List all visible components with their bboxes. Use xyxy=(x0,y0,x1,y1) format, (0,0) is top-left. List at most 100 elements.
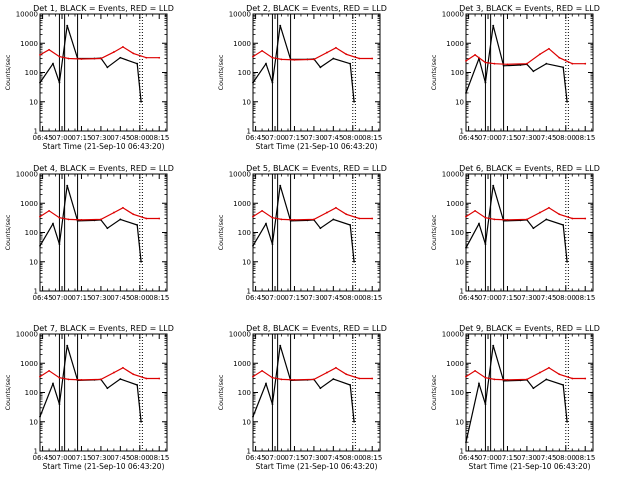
series-line-events xyxy=(39,25,142,102)
x-tick-label: 08:00 xyxy=(343,134,363,142)
data-point-events xyxy=(484,403,487,406)
y-tick-label: 10 xyxy=(242,98,251,106)
data-point-lld xyxy=(67,57,70,60)
x-tick-label: 07:45 xyxy=(110,294,130,302)
data-point-lld xyxy=(538,53,541,56)
x-tick-label: 06:45 xyxy=(32,454,52,462)
data-point-lld xyxy=(493,378,496,381)
y-axis-label: Counts/sec xyxy=(217,374,225,410)
y-tick-label: 100 xyxy=(25,69,38,77)
data-point-events xyxy=(353,420,355,423)
data-point-lld xyxy=(100,378,102,381)
data-point-events xyxy=(119,218,122,221)
data-point-lld xyxy=(39,215,41,218)
data-point-events xyxy=(106,66,109,69)
data-point-lld xyxy=(506,63,509,66)
series-line-lld xyxy=(465,367,586,381)
data-point-lld xyxy=(313,218,315,221)
data-point-lld xyxy=(100,57,102,60)
y-tick-label: 1000 xyxy=(20,40,38,48)
x-axis-label: Start Time (21-Sep-10 06:43:20) xyxy=(43,142,165,151)
y-tick-label: 1000 xyxy=(20,360,38,368)
data-point-events xyxy=(353,100,355,103)
y-axis-label: Counts/sec xyxy=(217,214,225,250)
data-point-events xyxy=(502,219,505,222)
chart-panel-5: Det 5, BLACK = Events, RED = LLD Counts/s… xyxy=(217,164,387,302)
x-tick-label: 07:00 xyxy=(265,454,285,462)
data-point-lld xyxy=(261,369,263,372)
x-tick-label: 07:15 xyxy=(497,294,517,302)
data-point-events xyxy=(492,24,495,27)
y-tick-label: 100 xyxy=(451,69,464,77)
data-point-lld xyxy=(465,59,467,62)
chart-title: Det 2, BLACK = Events, RED = LLD xyxy=(246,4,387,13)
data-point-lld xyxy=(80,378,83,381)
y-tick-label: 10000 xyxy=(16,11,38,19)
data-point-events xyxy=(119,56,122,59)
data-point-lld xyxy=(48,48,50,51)
data-point-events xyxy=(271,403,274,406)
chart-title: Det 8, BLACK = Events, RED = LLD xyxy=(246,324,387,333)
x-tick-label: 08:00 xyxy=(343,454,363,462)
series-line-lld xyxy=(39,207,160,221)
y-tick-label: 1 xyxy=(34,128,38,136)
x-axis-label: Start Time (21-Sep-10 06:43:20) xyxy=(43,462,165,471)
data-point-events xyxy=(502,379,505,382)
data-point-lld xyxy=(112,371,115,374)
x-tick-label: 08:00 xyxy=(343,294,363,302)
y-tick-label: 10000 xyxy=(442,171,464,179)
y-tick-label: 10 xyxy=(242,258,251,266)
data-point-lld xyxy=(100,218,102,221)
series-line-lld xyxy=(252,367,373,381)
data-point-lld xyxy=(122,366,124,369)
chart-panel-7: Det 7, BLACK = Events, RED = LLD Counts/s… xyxy=(4,324,174,471)
series-line-lld xyxy=(465,207,586,221)
x-tick-label: 08:15 xyxy=(362,134,382,142)
series-line-lld xyxy=(252,207,373,221)
data-point-lld xyxy=(261,209,263,212)
data-point-lld xyxy=(325,211,328,214)
y-tick-label: 1000 xyxy=(233,40,251,48)
data-point-events xyxy=(271,81,274,84)
data-point-lld xyxy=(122,206,124,209)
x-tick-label: 07:15 xyxy=(497,454,517,462)
data-point-events xyxy=(532,227,535,230)
y-tick-label: 1000 xyxy=(446,360,464,368)
data-point-lld xyxy=(358,217,361,220)
data-point-events xyxy=(349,384,352,386)
data-point-lld xyxy=(558,56,561,59)
y-tick-label: 1 xyxy=(247,288,251,296)
data-point-events xyxy=(492,344,495,347)
x-tick-label: 08:15 xyxy=(575,454,595,462)
data-point-lld xyxy=(345,53,348,56)
y-tick-label: 10000 xyxy=(16,171,38,179)
data-point-lld xyxy=(271,376,274,379)
data-point-events xyxy=(140,100,142,103)
x-tick-label: 07:00 xyxy=(478,134,498,142)
y-tick-label: 1000 xyxy=(233,200,251,208)
data-point-lld xyxy=(558,213,561,216)
data-point-events xyxy=(349,62,352,65)
y-tick-label: 10 xyxy=(29,418,38,426)
y-tick-label: 10000 xyxy=(229,171,251,179)
x-tick-label: 06:45 xyxy=(458,454,478,462)
y-tick-label: 10 xyxy=(455,418,464,426)
series-line-events xyxy=(252,185,355,262)
data-point-events xyxy=(252,415,254,418)
x-tick-label: 06:45 xyxy=(32,134,52,142)
y-tick-label: 100 xyxy=(25,389,38,397)
data-point-lld xyxy=(465,375,467,378)
data-point-events xyxy=(478,222,480,225)
x-tick-label: 07:45 xyxy=(110,454,130,462)
data-point-events xyxy=(66,24,69,27)
data-point-lld xyxy=(48,209,50,212)
data-point-events xyxy=(566,100,568,103)
data-point-lld xyxy=(325,51,328,54)
data-point-lld xyxy=(67,378,70,381)
y-tick-label: 1000 xyxy=(446,40,464,48)
data-point-events xyxy=(58,403,61,406)
x-tick-label: 07:30 xyxy=(304,454,324,462)
y-tick-label: 1000 xyxy=(233,360,251,368)
x-tick-label: 07:00 xyxy=(52,294,72,302)
data-point-lld xyxy=(313,58,315,61)
